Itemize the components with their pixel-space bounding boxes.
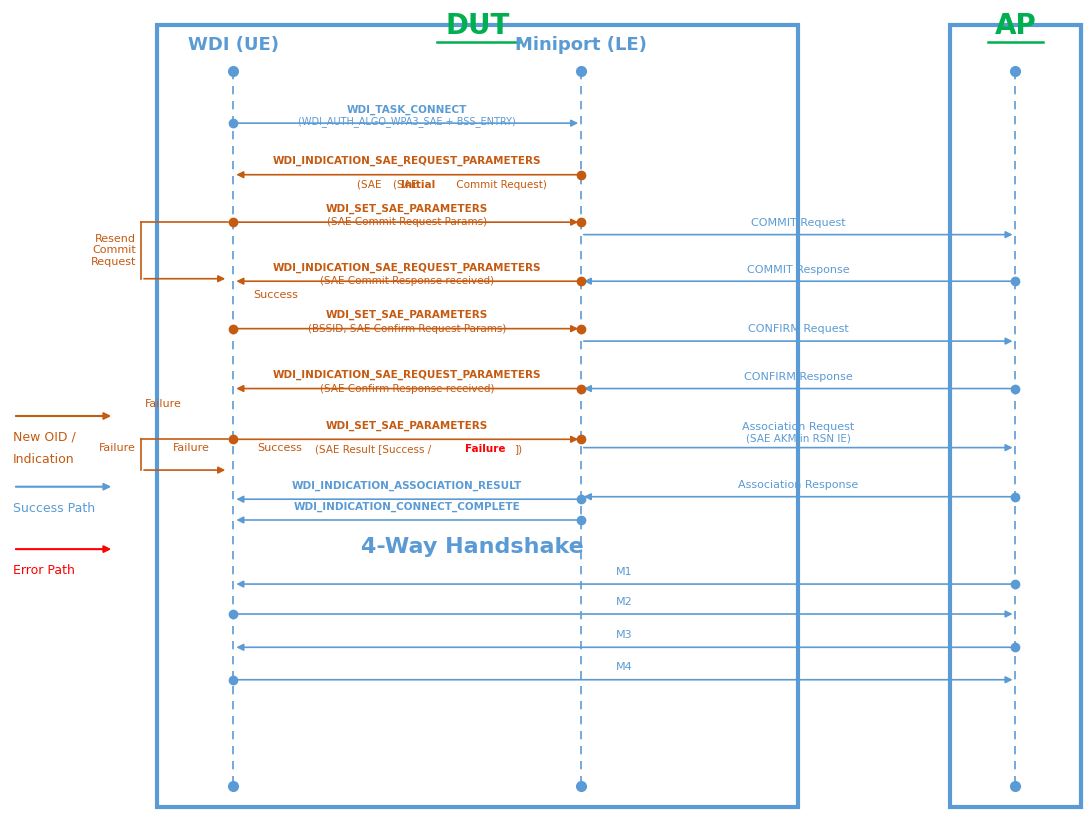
Text: ]): ])	[515, 444, 522, 454]
Text: M1: M1	[616, 567, 633, 577]
Text: Failure: Failure	[144, 399, 181, 409]
Text: Failure: Failure	[465, 444, 505, 454]
Text: Miniport (LE): Miniport (LE)	[515, 36, 647, 54]
Text: WDI_INDICATION_SAE_REQUEST_PARAMETERS: WDI_INDICATION_SAE_REQUEST_PARAMETERS	[273, 263, 542, 273]
Text: M3: M3	[616, 630, 633, 640]
Text: Association Request: Association Request	[742, 422, 855, 432]
Text: 4-Way Handshake: 4-Way Handshake	[361, 537, 584, 557]
Text: (WDI_AUTH_ALGO_WPA3_SAE + BSS_ENTRY): (WDI_AUTH_ALGO_WPA3_SAE + BSS_ENTRY)	[299, 116, 516, 127]
Text: WDI_SET_SAE_PARAMETERS: WDI_SET_SAE_PARAMETERS	[326, 310, 489, 320]
Text: COMMIT Response: COMMIT Response	[747, 265, 849, 275]
Text: M2: M2	[616, 597, 633, 607]
Text: M4: M4	[616, 662, 633, 672]
Text: Initial: Initial	[401, 180, 435, 190]
Bar	[157, 25, 798, 807]
Text: (BSSID, SAE Confirm Request Params): (BSSID, SAE Confirm Request Params)	[308, 324, 506, 334]
Text: WDI_INDICATION_SAE_REQUEST_PARAMETERS: WDI_INDICATION_SAE_REQUEST_PARAMETERS	[273, 156, 542, 166]
Text: (SAE Result [Success /: (SAE Result [Success /	[315, 444, 434, 454]
Text: DUT: DUT	[445, 12, 510, 40]
Text: COMMIT Request: COMMIT Request	[750, 218, 846, 228]
Text: WDI (UE): WDI (UE)	[188, 36, 279, 54]
Text: Commit Request): Commit Request)	[453, 180, 546, 190]
Text: Success: Success	[257, 443, 302, 453]
Text: (SAE AKM in RSN IE): (SAE AKM in RSN IE)	[746, 433, 850, 443]
Text: Resend
Commit
Request: Resend Commit Request	[90, 234, 136, 267]
Text: (SAE Commit Request Params): (SAE Commit Request Params)	[327, 217, 488, 227]
Text: Failure: Failure	[99, 443, 136, 453]
Text: WDI_TASK_CONNECT: WDI_TASK_CONNECT	[348, 105, 467, 115]
Text: (SAE: (SAE	[357, 180, 386, 190]
Text: WDI_INDICATION_SAE_REQUEST_PARAMETERS: WDI_INDICATION_SAE_REQUEST_PARAMETERS	[273, 370, 542, 380]
Text: WDI_SET_SAE_PARAMETERS: WDI_SET_SAE_PARAMETERS	[326, 421, 489, 431]
Text: AP: AP	[995, 12, 1036, 40]
Text: (SAE Commit Response received): (SAE Commit Response received)	[320, 276, 494, 286]
Text: WDI_INDICATION_ASSOCIATION_RESULT: WDI_INDICATION_ASSOCIATION_RESULT	[292, 481, 522, 491]
Text: WDI_INDICATION_CONNECT_COMPLETE: WDI_INDICATION_CONNECT_COMPLETE	[294, 502, 520, 512]
Text: Error Path: Error Path	[13, 564, 75, 577]
Text: Success Path: Success Path	[13, 502, 96, 515]
Text: Failure: Failure	[173, 443, 210, 453]
Text: New OID /: New OID /	[13, 431, 76, 444]
Text: (SAE: (SAE	[393, 180, 421, 190]
Text: CONFIRM Response: CONFIRM Response	[744, 372, 853, 382]
Text: WDI_SET_SAE_PARAMETERS: WDI_SET_SAE_PARAMETERS	[326, 204, 489, 214]
Text: Association Response: Association Response	[738, 480, 858, 490]
Text: Success: Success	[253, 290, 298, 300]
Text: (SAE Confirm Response received): (SAE Confirm Response received)	[320, 384, 494, 394]
Text: CONFIRM Request: CONFIRM Request	[748, 324, 848, 334]
Bar	[950, 25, 1081, 807]
Text: Indication: Indication	[13, 453, 75, 467]
